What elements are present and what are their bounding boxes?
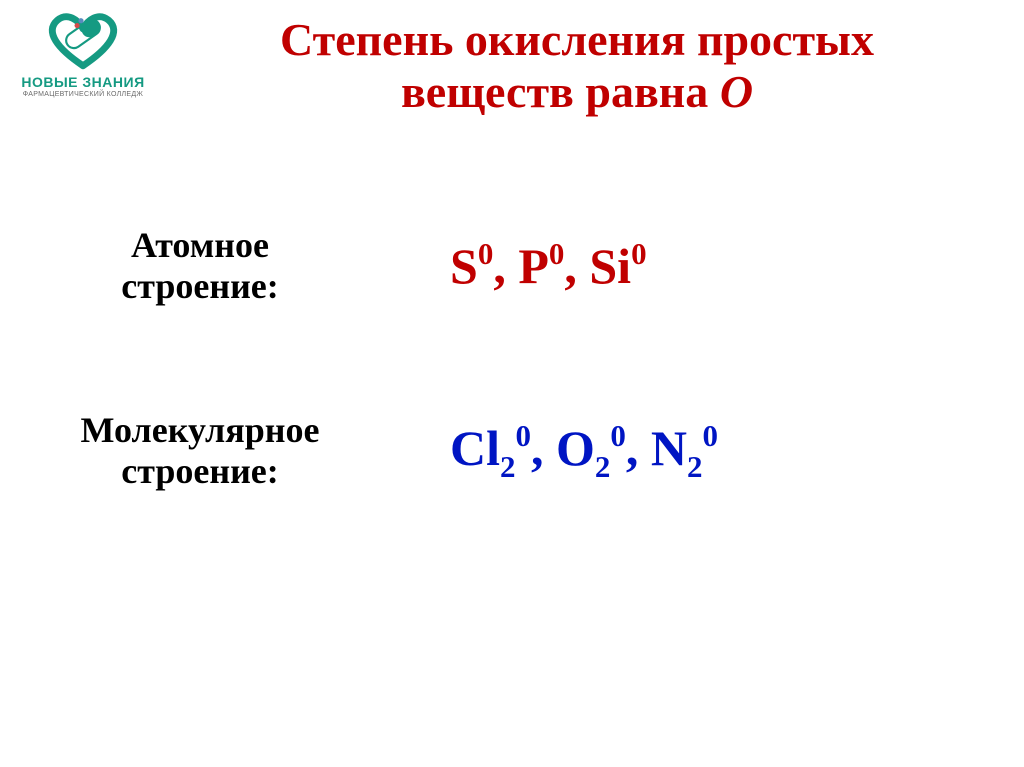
- label-atomic: Атомное строение:: [0, 225, 360, 308]
- title-line-2-plain: веществ равна: [401, 66, 720, 117]
- label-atomic-l2: строение:: [60, 266, 340, 307]
- label-molecular: Молекулярное строение:: [0, 410, 360, 493]
- logo-caption-main: НОВЫЕ ЗНАНИЯ: [18, 74, 148, 90]
- slide-title: Степень окисления простых веществ равна …: [160, 14, 994, 117]
- label-molecular-l2: строение:: [60, 451, 340, 492]
- row-molecular: Молекулярное строение: Cl20, O20, N20: [0, 410, 1024, 493]
- label-molecular-l1: Молекулярное: [60, 410, 340, 451]
- formula-molecular: Cl20, O20, N20: [360, 419, 1024, 484]
- title-line-2-italic: О: [720, 66, 753, 117]
- title-line-1: Степень окисления простых: [160, 14, 994, 66]
- heart-pill-icon: [40, 10, 126, 70]
- title-line-2: веществ равна О: [160, 66, 994, 118]
- row-atomic: Атомное строение: S0, P0, Si0: [0, 225, 1024, 308]
- formula-atomic: S0, P0, Si0: [360, 237, 1024, 295]
- label-atomic-l1: Атомное: [60, 225, 340, 266]
- logo-area: НОВЫЕ ЗНАНИЯ ФАРМАЦЕВТИЧЕСКИЙ КОЛЛЕДЖ: [18, 10, 148, 98]
- logo-caption-sub: ФАРМАЦЕВТИЧЕСКИЙ КОЛЛЕДЖ: [18, 91, 148, 98]
